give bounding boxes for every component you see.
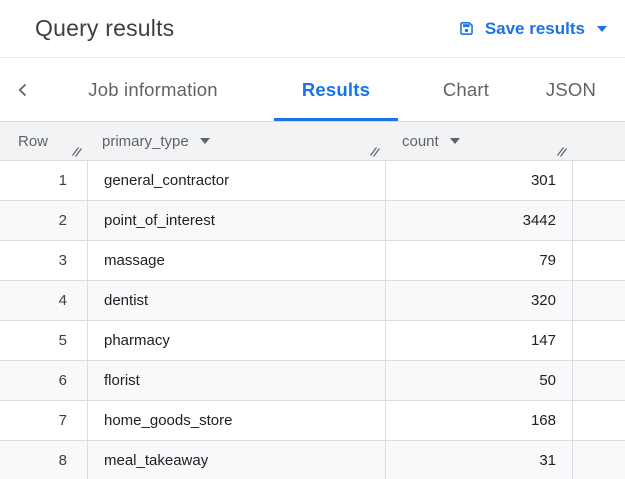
count-cell: 50 bbox=[386, 361, 573, 400]
column-resize-handle-icon[interactable] bbox=[369, 145, 382, 158]
primary-type-cell: point_of_interest bbox=[88, 201, 386, 240]
table-row: 2 point_of_interest 3442 bbox=[0, 201, 625, 241]
table-row: 1 general_contractor 301 bbox=[0, 161, 625, 201]
row-number-cell: 2 bbox=[0, 201, 88, 240]
column-header-row: Row bbox=[0, 122, 88, 160]
results-table-header: Row primary_type count bbox=[0, 122, 625, 161]
tab-chart[interactable]: Chart bbox=[412, 58, 520, 121]
row-spacer bbox=[573, 201, 625, 240]
save-results-label: Save results bbox=[484, 18, 585, 38]
primary-type-cell: dentist bbox=[88, 281, 386, 320]
table-row: 8 meal_takeaway 31 bbox=[0, 441, 625, 479]
row-spacer bbox=[573, 161, 625, 200]
row-number-cell: 7 bbox=[0, 401, 88, 440]
results-tab-bar: Job information Results Chart JSON bbox=[0, 58, 625, 122]
primary-type-cell: home_goods_store bbox=[88, 401, 386, 440]
arrow-drop-down-icon bbox=[597, 25, 607, 32]
column-header-primary-type: primary_type bbox=[88, 122, 386, 160]
tab-json[interactable]: JSON bbox=[520, 58, 622, 121]
row-number-cell: 3 bbox=[0, 241, 88, 280]
row-number-cell: 6 bbox=[0, 361, 88, 400]
primary-type-cell: pharmacy bbox=[88, 321, 386, 360]
count-cell: 301 bbox=[386, 161, 573, 200]
page-title: Query results bbox=[35, 15, 175, 41]
primary-type-cell: meal_takeaway bbox=[88, 441, 386, 479]
column-resize-handle-icon[interactable] bbox=[556, 145, 569, 158]
tab-results[interactable]: Results bbox=[260, 58, 412, 121]
row-spacer bbox=[573, 321, 625, 360]
tab-scroll-left-button[interactable] bbox=[0, 58, 46, 121]
save-results-button[interactable]: Save results bbox=[457, 19, 607, 39]
tab-label: Job information bbox=[88, 78, 218, 100]
count-cell: 31 bbox=[386, 441, 573, 479]
column-label: count bbox=[402, 132, 439, 150]
row-number-cell: 8 bbox=[0, 441, 88, 479]
row-spacer bbox=[573, 281, 625, 320]
row-spacer bbox=[573, 441, 625, 479]
count-cell: 3442 bbox=[386, 201, 573, 240]
table-row: 5 pharmacy 147 bbox=[0, 321, 625, 361]
arrow-drop-down-icon[interactable] bbox=[199, 138, 210, 144]
results-table-body: 1 general_contractor 301 2 point_of_inte… bbox=[0, 161, 625, 479]
tab-label: Chart bbox=[442, 78, 490, 100]
tab-job-information[interactable]: Job information bbox=[46, 58, 260, 121]
column-header-count: count bbox=[386, 122, 573, 160]
column-resize-handle-icon[interactable] bbox=[71, 145, 84, 158]
count-cell: 168 bbox=[386, 401, 573, 440]
row-spacer bbox=[573, 401, 625, 440]
chevron-left-icon bbox=[14, 81, 32, 99]
table-row: 4 dentist 320 bbox=[0, 281, 625, 321]
tab-label: JSON bbox=[545, 78, 597, 100]
column-label: Row bbox=[18, 132, 49, 150]
arrow-drop-down-icon[interactable] bbox=[449, 138, 460, 144]
row-number-cell: 5 bbox=[0, 321, 88, 360]
primary-type-cell: general_contractor bbox=[88, 161, 386, 200]
primary-type-cell: massage bbox=[88, 241, 386, 280]
query-results-header: Query results Save results bbox=[0, 0, 625, 58]
table-row: 7 home_goods_store 168 bbox=[0, 401, 625, 441]
table-row: 6 florist 50 bbox=[0, 361, 625, 401]
tab-label: Results bbox=[301, 78, 371, 100]
table-row: 3 massage 79 bbox=[0, 241, 625, 281]
count-cell: 320 bbox=[386, 281, 573, 320]
row-number-cell: 1 bbox=[0, 161, 88, 200]
row-spacer bbox=[573, 361, 625, 400]
column-header-spacer bbox=[573, 122, 625, 160]
row-spacer bbox=[573, 241, 625, 280]
primary-type-cell: florist bbox=[88, 361, 386, 400]
count-cell: 79 bbox=[386, 241, 573, 280]
row-number-cell: 4 bbox=[0, 281, 88, 320]
column-label: primary_type bbox=[102, 132, 189, 150]
count-cell: 147 bbox=[386, 321, 573, 360]
save-icon bbox=[457, 19, 476, 38]
